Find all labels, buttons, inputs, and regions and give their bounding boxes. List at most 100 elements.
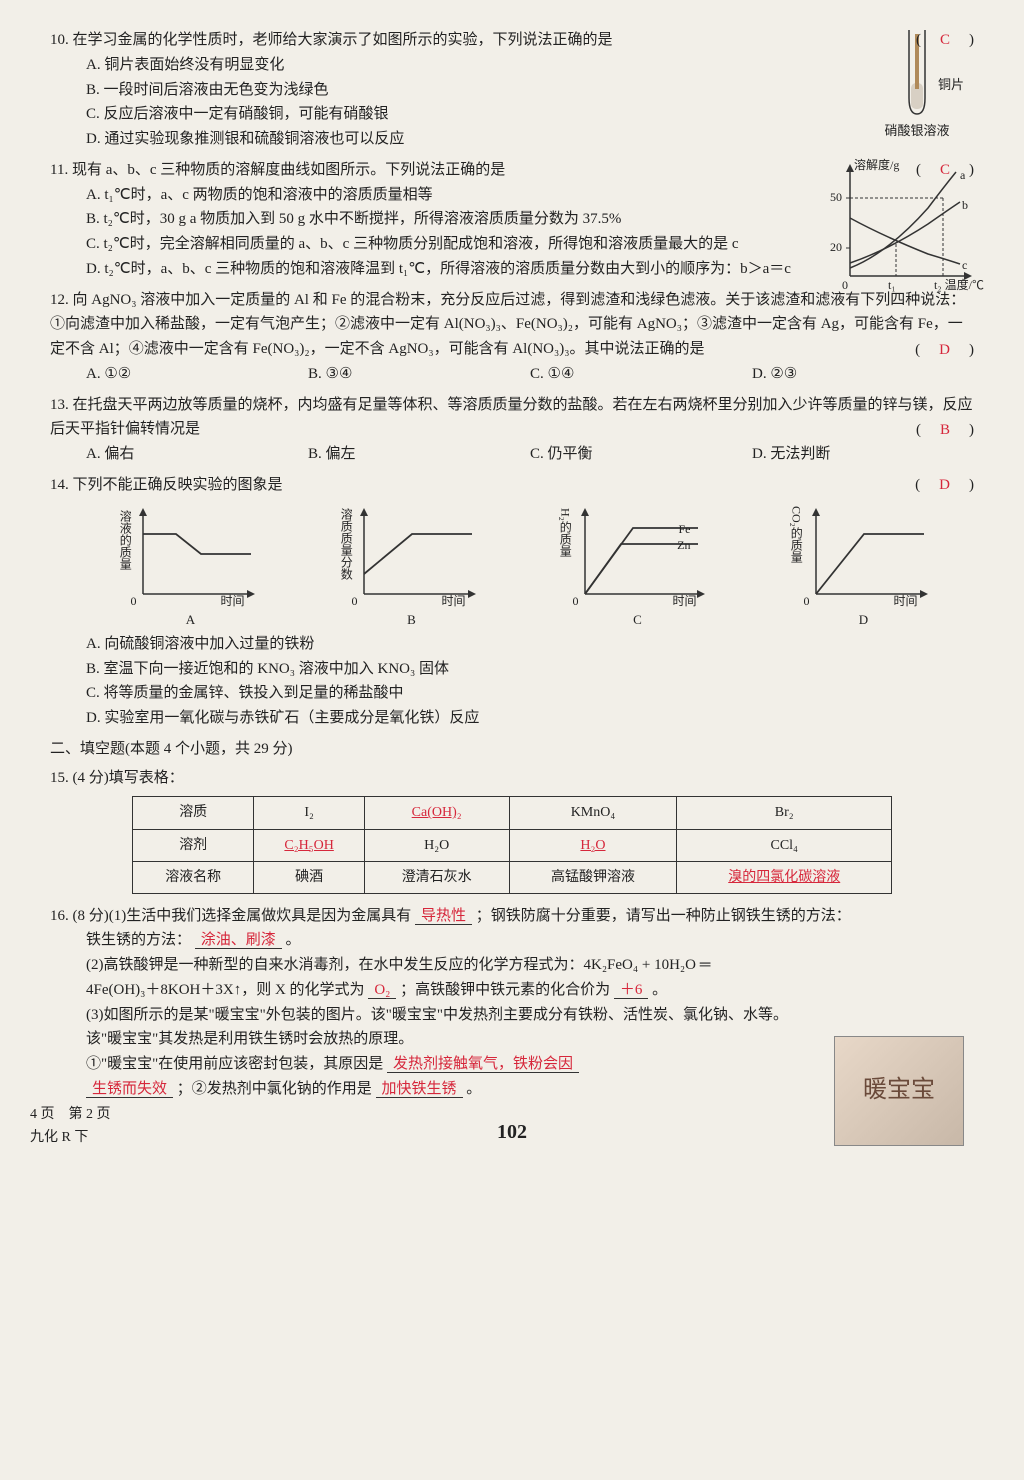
question-12: 12. 向 AgNO₃ 溶液中加入一定质量的 Al 和 Fe 的混合粉末，充分反… (50, 288, 974, 387)
q15-text: (4 分)填写表格： (73, 770, 184, 786)
g-d-cap: D (794, 609, 934, 630)
curve-c: c (962, 256, 967, 276)
q14-graph-c: H₂的质量 Fe Zn 0 时间 C (563, 504, 713, 630)
q12-answer-bracket: ( D ) (915, 338, 974, 363)
q11-opt-c: C. t₂℃时，完全溶解相同质量的 a、b、c 三种物质分别配成饱和溶液，所得饱… (86, 232, 814, 257)
q16-p3a: (3)如图所示的是某"暖宝宝"外包装的图片。该"暖宝宝"中发热剂主要成分有铁粉、… (86, 1007, 788, 1048)
q11-answer: C (936, 162, 954, 178)
q11-opt-a: A. t₁℃时，a、c 两物质的饱和溶液中的溶质质量相等 (86, 183, 814, 208)
q11-text: 现有 a、b、c 三种物质的溶解度曲线如图所示。下列说法正确的是 (72, 162, 505, 178)
question-14: 14. 下列不能正确反映实验的图象是 ( D ) 溶液的质量 0 时间 A 溶质… (50, 473, 974, 731)
q11-opt-d: D. t₂℃时，a、b、c 三种物质的饱和溶液降温到 t₁℃，所得溶液的溶质质量… (86, 257, 814, 282)
footer-left-1: 4 页 第 2 页 (30, 1103, 111, 1126)
g-b-cap: B (342, 609, 482, 630)
q15-r3c4: 溴的四氯化碳溶液 (677, 861, 892, 893)
question-15: 15. (4 分)填写表格： 溶质 I₂ Ca(OH)₂ KMnO₄ Br₂ 溶… (50, 766, 974, 894)
table-row: 溶液名称 碘酒 澄清石灰水 高锰酸钾溶液 溴的四氯化碳溶液 (133, 861, 892, 893)
q12-answer: D (935, 342, 954, 358)
q16-blank4: ＋6 (614, 982, 649, 999)
q12-opt-b: B. ③④ (308, 362, 530, 387)
q15-r2c1: C₂H₅OH (254, 829, 364, 861)
q15-r2c4: CCl₄ (677, 829, 892, 861)
g-b-ylabel: 溶质质量分数 (336, 508, 356, 580)
q15-r1c0: 溶质 (133, 797, 254, 829)
q16-p2d: 。 (652, 982, 667, 998)
q15-r3c1: 碘酒 (254, 861, 364, 893)
table-row: 溶质 I₂ Ca(OH)₂ KMnO₄ Br₂ (133, 797, 892, 829)
q13-number: 13. (50, 397, 69, 413)
q15-r2c2: H₂O (364, 829, 509, 861)
q12-opt-a: A. ①② (86, 362, 308, 387)
q15-r2c0: 溶剂 (133, 829, 254, 861)
q16-p3b: ①"暖宝宝"在使用前应该密封包装，其原因是 (86, 1056, 383, 1072)
q13-opt-d: D. 无法判断 (752, 442, 974, 467)
q16-blank2: 涂油、刷漆 (195, 932, 282, 949)
q12-number: 12. (50, 292, 69, 308)
q13-opt-b: B. 偏左 (308, 442, 530, 467)
q15-r1c4: Br₂ (677, 797, 892, 829)
q15-r3c2: 澄清石灰水 (364, 861, 509, 893)
question-13: 13. 在托盘天平两边放等质量的烧杯，内均盛有足量等体积、等溶质质量分数的盐酸。… (50, 393, 974, 467)
tube-label-piece: 铜片 (938, 74, 964, 95)
q15-number: 15. (50, 770, 69, 786)
q10-opt-b: B. 一段时间后溶液由无色变为浅绿色 (86, 78, 974, 103)
q10-opt-a: A. 铜片表面始终没有明显变化 (86, 53, 974, 78)
q15-table: 溶质 I₂ Ca(OH)₂ KMnO₄ Br₂ 溶剂 C₂H₅OH H₂O H₂… (132, 796, 892, 893)
q12-text: 向 AgNO₃ 溶液中加入一定质量的 Al 和 Fe 的混合粉末，充分反应后过滤… (50, 292, 965, 358)
q16-p1-mid: ；钢铁防腐十分重要，请写出一种防止钢铁生锈的方法： (476, 908, 851, 924)
g-a-ylabel: 溶液的质量 (115, 510, 135, 570)
question-10: 铜片 硝酸银溶液 10. 在学习金属的化学性质时，老师给大家演示了如图所示的实验… (50, 28, 974, 152)
g-a-cap: A (121, 609, 261, 630)
q16-blank5: 发热剂接触氧气，铁粉会因 (387, 1056, 579, 1073)
q14-opt-b: B. 室温下向一接近饱和的 KNO₃ 溶液中加入 KNO₃ 固体 (86, 657, 974, 682)
g-b-xlabel: 时间 (441, 592, 465, 612)
q13-answer: B (936, 422, 954, 438)
q13-answer-bracket: ( B ) (916, 418, 974, 443)
question-11: 溶解度/g 50 20 0 t₁ t₂ 温度/℃ a b c 11. 现有 a、… (50, 158, 974, 282)
g-c-cap: C (563, 609, 713, 630)
q15-r2c3: H₂O (509, 829, 677, 861)
footer-left-2: 九化 R 下 (30, 1126, 111, 1149)
graph-ylabel: 溶解度/g (854, 156, 899, 176)
q15-r1c2: Ca(OH)₂ (364, 797, 509, 829)
g-c-zn: Zn (677, 536, 690, 556)
q14-graph-b: 溶质质量分数 0 时间 B (342, 504, 482, 630)
q14-opt-d: D. 实验室用一氧化碳与赤铁矿石（主要成分是氧化铁）反应 (86, 706, 974, 731)
q14-answer: D (935, 477, 954, 493)
q15-r1c3: KMnO₄ (509, 797, 677, 829)
q14-number: 14. (50, 477, 69, 493)
warmer-label: 暖宝宝 (863, 1071, 935, 1111)
q14-answer-bracket: ( D ) (915, 473, 974, 498)
q14-text: 下列不能正确反映实验的图象是 (73, 477, 283, 493)
q16-blank5b: 生锈而失效 (86, 1081, 173, 1098)
graph-y20: 20 (830, 238, 842, 258)
q15-r1c1: I₂ (254, 797, 364, 829)
graph-y50: 50 (830, 188, 842, 208)
q10-text: 在学习金属的化学性质时，老师给大家演示了如图所示的实验，下列说法正确的是 (73, 32, 613, 48)
g-a-xlabel: 时间 (220, 592, 244, 612)
q14-graph-a: 溶液的质量 0 时间 A (121, 504, 261, 630)
page-footer: 4 页 第 2 页 九化 R 下 102 (50, 1116, 974, 1149)
footer-left: 4 页 第 2 页 九化 R 下 (30, 1103, 111, 1149)
q16-blank3: O₂ (368, 982, 396, 999)
q14-opt-a: A. 向硫酸铜溶液中加入过量的铁粉 (86, 632, 974, 657)
q16-blank1: 导热性 (415, 908, 472, 925)
q10-number: 10. (50, 32, 69, 48)
q12-opt-d: D. ②③ (752, 362, 974, 387)
question-16: 暖宝宝 16. (8 分)(1)生活中我们选择金属做炊具是因为金属具有 导热性 … (50, 904, 974, 1102)
curve-b: b (962, 196, 968, 216)
g-d-xlabel: 时间 (893, 592, 917, 612)
table-row: 溶剂 C₂H₅OH H₂O H₂O CCl₄ (133, 829, 892, 861)
q10-opt-d: D. 通过实验现象推测银和硫酸铜溶液也可以反应 (86, 127, 974, 152)
q11-number: 11. (50, 162, 68, 178)
q16-p2b: 4Fe(OH)₃＋8KOH＋3X↑，则 X 的化学式为 (86, 982, 365, 998)
q11-opt-b: B. t₂℃时，30 g a 物质加入到 50 g 水中不断搅拌，所得溶液溶质质… (86, 207, 814, 232)
page-number: 102 (50, 1116, 974, 1149)
q12-opt-c: C. ①④ (530, 362, 752, 387)
q16-p2a: (2)高铁酸钾是一种新型的自来水消毒剂，在水中发生反应的化学方程式为：4K₂Fe… (86, 957, 710, 973)
q11-answer-bracket: ( C ) (916, 158, 974, 183)
q10-opt-c: C. 反应后溶液中一定有硝酸铜，可能有硝酸银 (86, 102, 974, 127)
q16-p3d: 。 (466, 1081, 481, 1097)
q13-opt-c: C. 仍平衡 (530, 442, 752, 467)
q14-graph-d: CO₂的质量 0 时间 D (794, 504, 934, 630)
